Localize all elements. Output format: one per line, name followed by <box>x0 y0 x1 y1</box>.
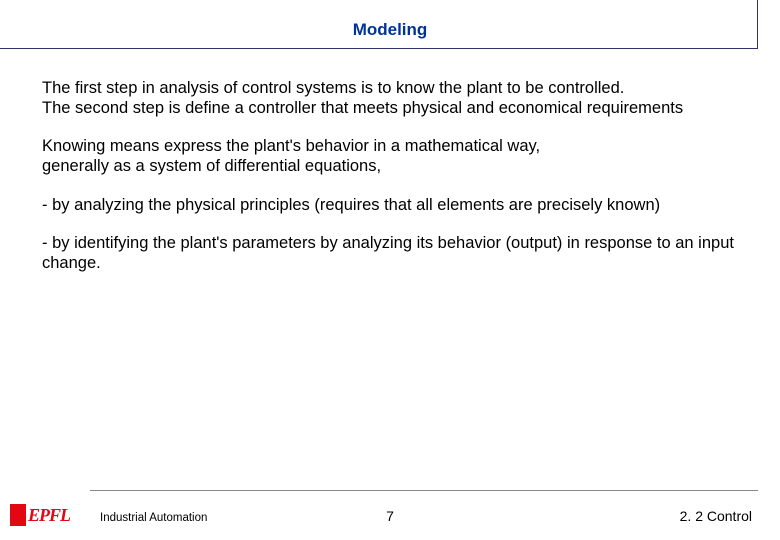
slide-title: Modeling <box>0 20 780 40</box>
slide-footer: EPFL Industrial Automation 7 2. 2 Contro… <box>0 496 780 526</box>
epfl-logo: EPFL <box>10 504 72 526</box>
paragraph: - by identifying the plant's parameters … <box>42 233 758 273</box>
footer-page-number: 7 <box>386 508 394 524</box>
logo-text: EPFL <box>26 504 70 526</box>
slide-body: The first step in analysis of control sy… <box>42 78 758 291</box>
footer-course-name: Industrial Automation <box>100 512 207 524</box>
logo-red-box <box>10 504 26 526</box>
paragraph: The first step in analysis of control sy… <box>42 78 758 118</box>
footer-divider <box>90 490 758 491</box>
footer-section: 2. 2 Control <box>680 508 752 524</box>
title-underline <box>0 48 758 49</box>
paragraph: - by analyzing the physical principles (… <box>42 195 758 215</box>
paragraph: Knowing means express the plant's behavi… <box>42 136 758 176</box>
